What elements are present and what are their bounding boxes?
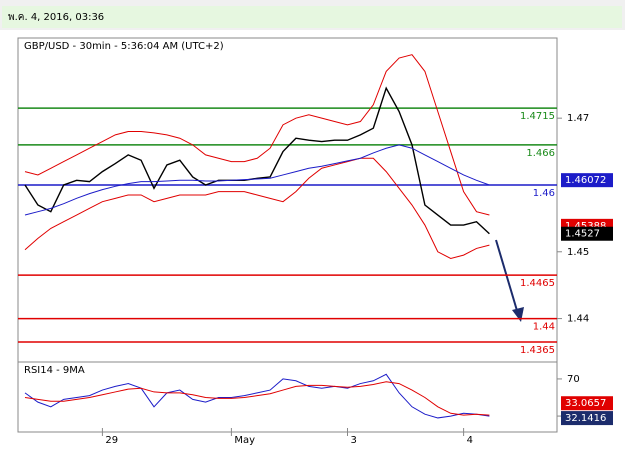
level-label: 1.4465: [520, 278, 555, 289]
indicator-line: [24, 54, 490, 216]
x-tick-label: 29: [105, 435, 118, 446]
price-label: 1.45388: [565, 221, 606, 232]
rsi-line: [24, 373, 490, 419]
price-line: [24, 86, 490, 235]
x-tick-label: 4: [467, 435, 473, 446]
rsi-title: RSI14 - 9MA: [24, 365, 85, 376]
y-tick-label: 1.44: [567, 314, 589, 325]
plot-frame: [17, 37, 558, 433]
price-label: 1.46072: [565, 175, 606, 186]
y-tick-label: 1.47: [567, 113, 589, 124]
rsi-line: [24, 381, 490, 416]
chart-title: GBP/USD - 30min - 5:36:04 AM (UTC+2): [24, 41, 224, 52]
arrow-shaft: [495, 239, 519, 315]
rsi-label: 32.1416: [565, 413, 606, 424]
rsi-label-box: [561, 396, 613, 411]
header-text: พ.ค. 4, 2016, 03:36: [8, 12, 104, 23]
y-tick-label: 70: [567, 374, 580, 385]
level-label: 1.44: [533, 322, 555, 333]
rsi-label: 33.0657: [565, 398, 606, 409]
level-label: 1.4365: [520, 345, 555, 356]
x-tick-label: May: [234, 435, 255, 446]
rsi-label-box: [561, 411, 613, 426]
price-label-box: [561, 173, 613, 188]
price-label-box: [561, 226, 613, 241]
indicator-line: [24, 144, 490, 216]
level-label: 1.466: [526, 148, 555, 159]
indicator-line: [24, 157, 490, 259]
level-label: 1.46: [533, 188, 555, 199]
level-label: 1.4715: [520, 111, 555, 122]
header-box: [2, 6, 622, 28]
price-label: 1.4527: [565, 229, 600, 240]
y-tick-label: 1.45: [567, 247, 589, 258]
x-tick-label: 3: [351, 435, 357, 446]
